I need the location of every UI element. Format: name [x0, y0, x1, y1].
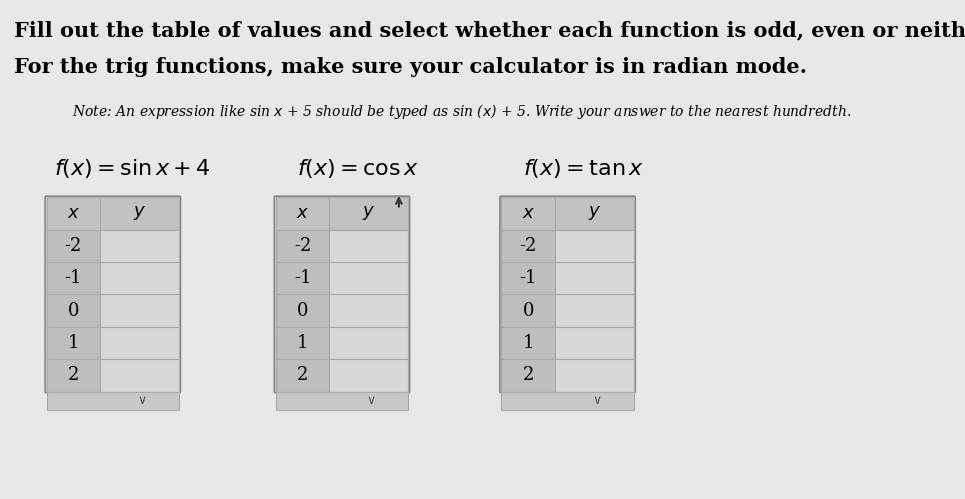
Bar: [276, 230, 329, 262]
Text: $y$: $y$: [133, 204, 147, 223]
Bar: [46, 294, 100, 327]
Bar: [501, 294, 555, 327]
Bar: [46, 230, 100, 262]
Text: $x$: $x$: [296, 204, 309, 223]
Bar: [276, 392, 408, 410]
Text: 0: 0: [522, 301, 534, 320]
Bar: [329, 262, 408, 294]
Bar: [329, 327, 408, 359]
Bar: [276, 359, 329, 392]
Bar: [46, 262, 100, 294]
Text: $y$: $y$: [362, 204, 375, 223]
Bar: [100, 230, 179, 262]
Text: -2: -2: [294, 237, 312, 255]
Text: $x$: $x$: [67, 204, 80, 223]
Bar: [501, 230, 555, 262]
Bar: [276, 327, 329, 359]
Bar: [329, 230, 408, 262]
Text: 0: 0: [297, 301, 309, 320]
Bar: [329, 197, 408, 230]
Bar: [555, 230, 634, 262]
Bar: [276, 197, 329, 230]
Bar: [46, 197, 100, 230]
Bar: [501, 197, 555, 230]
Text: $f(x) = \sin x + 4$: $f(x) = \sin x + 4$: [54, 157, 210, 180]
Text: -1: -1: [519, 269, 537, 287]
Text: ∨: ∨: [367, 394, 375, 407]
Bar: [501, 327, 555, 359]
Bar: [501, 392, 634, 410]
Bar: [100, 359, 179, 392]
Text: -2: -2: [65, 237, 82, 255]
Bar: [276, 294, 329, 327]
Text: Fill out the table of values and select whether each function is odd, even or ne: Fill out the table of values and select …: [14, 20, 965, 40]
Bar: [100, 197, 179, 230]
Bar: [100, 294, 179, 327]
FancyBboxPatch shape: [500, 196, 635, 393]
Text: ∨: ∨: [593, 394, 601, 407]
Text: 2: 2: [297, 366, 308, 385]
Text: $f(x) = \cos x$: $f(x) = \cos x$: [297, 157, 419, 180]
Bar: [329, 359, 408, 392]
Bar: [276, 262, 329, 294]
Bar: [501, 359, 555, 392]
Bar: [329, 294, 408, 327]
Text: 0: 0: [68, 301, 79, 320]
Bar: [501, 262, 555, 294]
Bar: [100, 327, 179, 359]
Text: -1: -1: [65, 269, 82, 287]
FancyBboxPatch shape: [45, 196, 180, 393]
Text: -1: -1: [293, 269, 312, 287]
Bar: [46, 327, 100, 359]
Text: 1: 1: [297, 334, 309, 352]
Bar: [100, 262, 179, 294]
Bar: [555, 294, 634, 327]
Text: $f(x) = \tan x$: $f(x) = \tan x$: [523, 157, 645, 180]
Bar: [555, 327, 634, 359]
Text: $x$: $x$: [521, 204, 535, 223]
Bar: [46, 392, 179, 410]
Text: 2: 2: [68, 366, 79, 385]
Bar: [555, 262, 634, 294]
Text: ∨: ∨: [137, 394, 147, 407]
Text: -2: -2: [519, 237, 537, 255]
Text: Note: An expression like sin $x$ + 5 should be typed as sin ($x$) + 5. Write you: Note: An expression like sin $x$ + 5 sho…: [71, 102, 851, 121]
Text: For the trig functions, make sure your calculator is in radian mode.: For the trig functions, make sure your c…: [14, 57, 808, 77]
Text: 1: 1: [68, 334, 79, 352]
Bar: [555, 359, 634, 392]
Bar: [555, 197, 634, 230]
Bar: [46, 359, 100, 392]
Text: 1: 1: [522, 334, 534, 352]
Text: 2: 2: [522, 366, 534, 385]
FancyBboxPatch shape: [274, 196, 410, 393]
Text: $y$: $y$: [588, 204, 601, 223]
